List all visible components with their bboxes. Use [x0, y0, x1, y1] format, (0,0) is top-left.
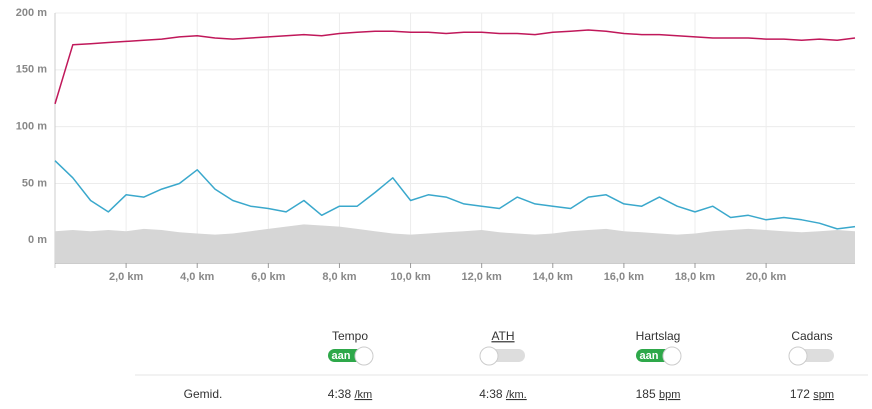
toggle-label: Tempo [332, 329, 368, 343]
y-tick-label: 200 m [16, 7, 47, 19]
toggle-state: aan [640, 350, 659, 362]
x-tick-label: 4,0 km [180, 271, 214, 283]
value: 172 [790, 387, 810, 401]
toggle-label: Cadans [791, 329, 832, 343]
x-tick-label: 18,0 km [675, 271, 716, 283]
unit: /km [354, 389, 372, 401]
summary-value: 4:38 /km [328, 387, 372, 401]
series-line [54, 160, 856, 230]
toggle-knob [479, 346, 499, 366]
unit: spm [813, 389, 834, 401]
summary-label: Gemid. [184, 387, 223, 401]
x-tick-label: 10,0 km [390, 271, 431, 283]
summary-value: 172 spm [790, 387, 834, 401]
toggle[interactable] [788, 346, 834, 366]
toggle[interactable]: aan [328, 346, 374, 366]
y-tick-label: 50 m [22, 177, 47, 189]
y-tick-label: 150 m [16, 64, 47, 76]
toggle-label: Hartslag [636, 329, 681, 343]
y-tick-label: 0 m [28, 234, 47, 246]
x-tick-label: 6,0 km [251, 271, 285, 283]
unit: bpm [659, 389, 680, 401]
series-area [55, 224, 855, 263]
x-tick-label: 2,0 km [109, 271, 143, 283]
unit: /km. [506, 389, 527, 401]
x-tick-label: 16,0 km [604, 271, 645, 283]
x-tick-label: 14,0 km [533, 271, 574, 283]
toggle-knob [354, 346, 374, 366]
x-tick-label: 20,0 km [746, 271, 787, 283]
summary-value: 4:38 /km. [479, 387, 526, 401]
y-tick-label: 100 m [16, 121, 47, 133]
x-tick-label: 12,0 km [461, 271, 502, 283]
toggle-knob [788, 346, 808, 366]
series-line [54, 29, 856, 105]
x-tick-label: 8,0 km [322, 271, 356, 283]
toggle[interactable]: aan [636, 346, 682, 366]
toggle-label: ATH [491, 329, 514, 343]
value: 4:38 [328, 387, 352, 401]
toggle[interactable] [479, 346, 525, 366]
value: 185 [636, 387, 656, 401]
value: 4:38 [479, 387, 503, 401]
toggle-knob [662, 346, 682, 366]
summary-value: 185 bpm [636, 387, 681, 401]
toggle-state: aan [332, 350, 351, 362]
